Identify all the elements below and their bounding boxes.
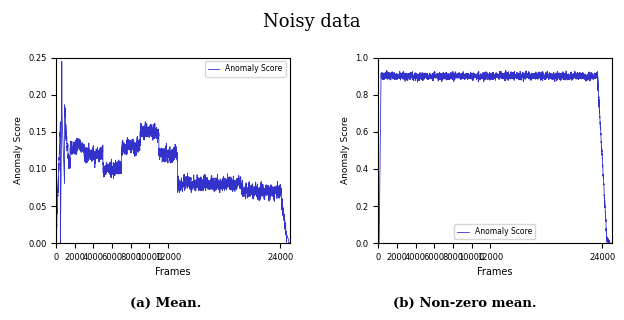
Anomaly Score bbox=[286, 241, 293, 244]
Text: Noisy data: Noisy data bbox=[263, 13, 361, 31]
Legend: Anomaly Score: Anomaly Score bbox=[205, 61, 286, 76]
Anomaly Score bbox=[181, 182, 188, 186]
Legend: Anomaly Score: Anomaly Score bbox=[454, 224, 535, 239]
Anomaly Score bbox=[58, 60, 66, 63]
Anomaly Score bbox=[180, 177, 187, 180]
X-axis label: Frames: Frames bbox=[155, 268, 190, 277]
Anomaly Score bbox=[567, 74, 574, 77]
Text: (a) Mean.: (a) Mean. bbox=[130, 297, 201, 310]
Anomaly Score bbox=[608, 241, 615, 245]
Anomaly Score bbox=[374, 241, 382, 245]
Line: Anomaly Score: Anomaly Score bbox=[378, 71, 612, 243]
Anomaly Score bbox=[502, 73, 509, 77]
Anomaly Score bbox=[245, 189, 252, 193]
Anomaly Score bbox=[376, 178, 384, 182]
X-axis label: Frames: Frames bbox=[477, 268, 512, 277]
Y-axis label: Anomaly Score: Anomaly Score bbox=[14, 116, 22, 184]
Line: Anomaly Score: Anomaly Score bbox=[56, 61, 290, 243]
Anomaly Score bbox=[383, 69, 390, 73]
Anomaly Score bbox=[54, 194, 62, 198]
Anomaly Score bbox=[494, 73, 501, 77]
Y-axis label: Anomaly Score: Anomaly Score bbox=[341, 116, 349, 184]
Anomaly Score bbox=[52, 241, 60, 245]
Text: (b) Non-zero mean.: (b) Non-zero mean. bbox=[393, 297, 537, 310]
Anomaly Score bbox=[77, 149, 84, 153]
Anomaly Score bbox=[399, 73, 406, 77]
Anomaly Score bbox=[503, 76, 510, 79]
Anomaly Score bbox=[172, 143, 179, 147]
